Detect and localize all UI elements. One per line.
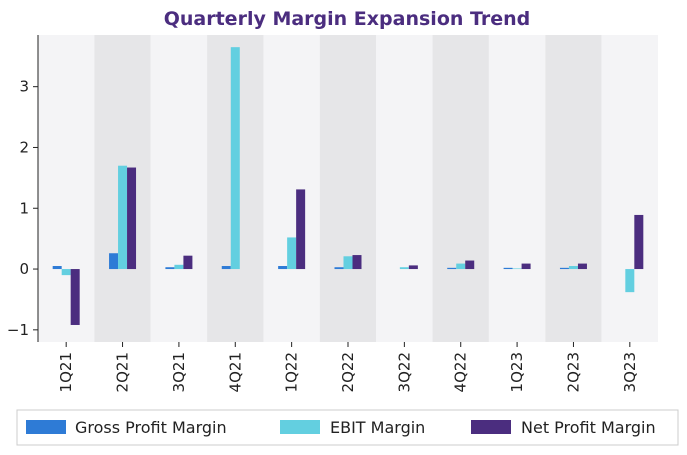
band-1q22 bbox=[263, 35, 320, 342]
bar-gross-profit-margin-2q21 bbox=[109, 253, 119, 270]
y-tick-label: 2 bbox=[19, 138, 29, 156]
band-3q22 bbox=[376, 35, 433, 342]
band-3q23 bbox=[601, 35, 658, 342]
legend-swatch-net-profit-margin bbox=[471, 420, 511, 434]
bar-net-profit-margin-3q22 bbox=[408, 265, 418, 270]
bar-gross-profit-margin-1q21 bbox=[52, 266, 62, 270]
bars bbox=[52, 47, 644, 325]
y-tick-label: −1 bbox=[7, 321, 29, 339]
bar-ebit-margin-1q21 bbox=[61, 269, 71, 276]
x-tick-label: 1Q23 bbox=[508, 352, 526, 392]
band-2q23 bbox=[545, 35, 602, 342]
legend: Gross Profit Margin EBIT Margin Net Prof… bbox=[16, 409, 679, 446]
category-bands bbox=[38, 35, 658, 342]
x-ticks: 1Q21 2Q21 3Q21 4Q21 1Q22 2Q22 3Q22 4Q22 1Q23 2Q23… bbox=[57, 342, 639, 392]
y-tick-label: 1 bbox=[19, 199, 29, 217]
legend-label-ebit-margin: EBIT Margin bbox=[330, 418, 425, 437]
legend-label-gross-profit-margin: Gross Profit Margin bbox=[75, 418, 227, 437]
band-3q21 bbox=[150, 35, 208, 342]
x-tick-label: 1Q21 bbox=[57, 352, 75, 392]
band-2q22 bbox=[319, 35, 377, 342]
bar-ebit-margin-4q22 bbox=[456, 263, 466, 270]
bar-net-profit-margin-2q22 bbox=[352, 255, 362, 270]
x-tick-label: 3Q22 bbox=[395, 352, 413, 392]
legend-label-net-profit-margin: Net Profit Margin bbox=[521, 418, 656, 437]
bar-gross-profit-margin-4q22 bbox=[447, 267, 457, 270]
x-tick-label: 1Q22 bbox=[283, 352, 301, 392]
x-tick-label: 3Q23 bbox=[621, 352, 639, 392]
bar-net-profit-margin-3q23 bbox=[634, 214, 644, 270]
legend-swatch-gross-profit-margin bbox=[26, 420, 66, 434]
bar-net-profit-margin-1q21 bbox=[70, 269, 80, 325]
bar-ebit-margin-1q23 bbox=[512, 268, 522, 270]
bar-gross-profit-margin-2q22 bbox=[334, 267, 344, 270]
bar-ebit-margin-2q23 bbox=[568, 266, 578, 270]
bar-ebit-margin-2q21 bbox=[118, 165, 128, 270]
x-tick-label: 2Q23 bbox=[564, 352, 582, 392]
chart-title: Quarterly Margin Expansion Trend bbox=[164, 8, 531, 30]
band-1q23 bbox=[488, 35, 546, 342]
bar-net-profit-margin-3q21 bbox=[183, 255, 193, 270]
bar-gross-profit-margin-1q22 bbox=[278, 266, 288, 270]
bar-gross-profit-margin-3q21 bbox=[165, 267, 175, 270]
bar-ebit-margin-3q23 bbox=[625, 269, 635, 293]
y-tick-label: 3 bbox=[19, 78, 29, 96]
y-tick-label: 0 bbox=[19, 260, 29, 278]
bar-net-profit-margin-1q23 bbox=[521, 263, 531, 270]
legend-frame bbox=[16, 409, 679, 446]
x-tick-label: 3Q21 bbox=[170, 352, 188, 392]
legend-swatch-ebit-margin bbox=[280, 420, 320, 434]
bar-ebit-margin-1q22 bbox=[287, 237, 297, 270]
bar-ebit-margin-3q21 bbox=[174, 264, 184, 270]
bar-ebit-margin-4q21 bbox=[230, 47, 240, 270]
bar-ebit-margin-3q22 bbox=[399, 267, 409, 270]
x-tick-label: 4Q21 bbox=[226, 352, 244, 392]
bar-net-profit-margin-2q23 bbox=[577, 263, 587, 270]
band-4q22 bbox=[432, 35, 489, 342]
x-tick-label: 4Q22 bbox=[452, 352, 470, 392]
y-ticks: −1 0 1 2 3 bbox=[7, 78, 38, 339]
bar-net-profit-margin-1q22 bbox=[296, 189, 306, 270]
bar-net-profit-margin-2q21 bbox=[127, 167, 137, 270]
band-1q21 bbox=[38, 35, 95, 342]
bar-ebit-margin-2q22 bbox=[343, 256, 353, 270]
bar-gross-profit-margin-1q23 bbox=[503, 267, 513, 270]
bar-gross-profit-margin-2q23 bbox=[559, 267, 569, 270]
bar-net-profit-margin-4q22 bbox=[465, 260, 475, 270]
bar-gross-profit-margin-4q21 bbox=[221, 266, 231, 270]
x-tick-label: 2Q21 bbox=[114, 352, 132, 392]
x-tick-label: 2Q22 bbox=[339, 352, 357, 392]
